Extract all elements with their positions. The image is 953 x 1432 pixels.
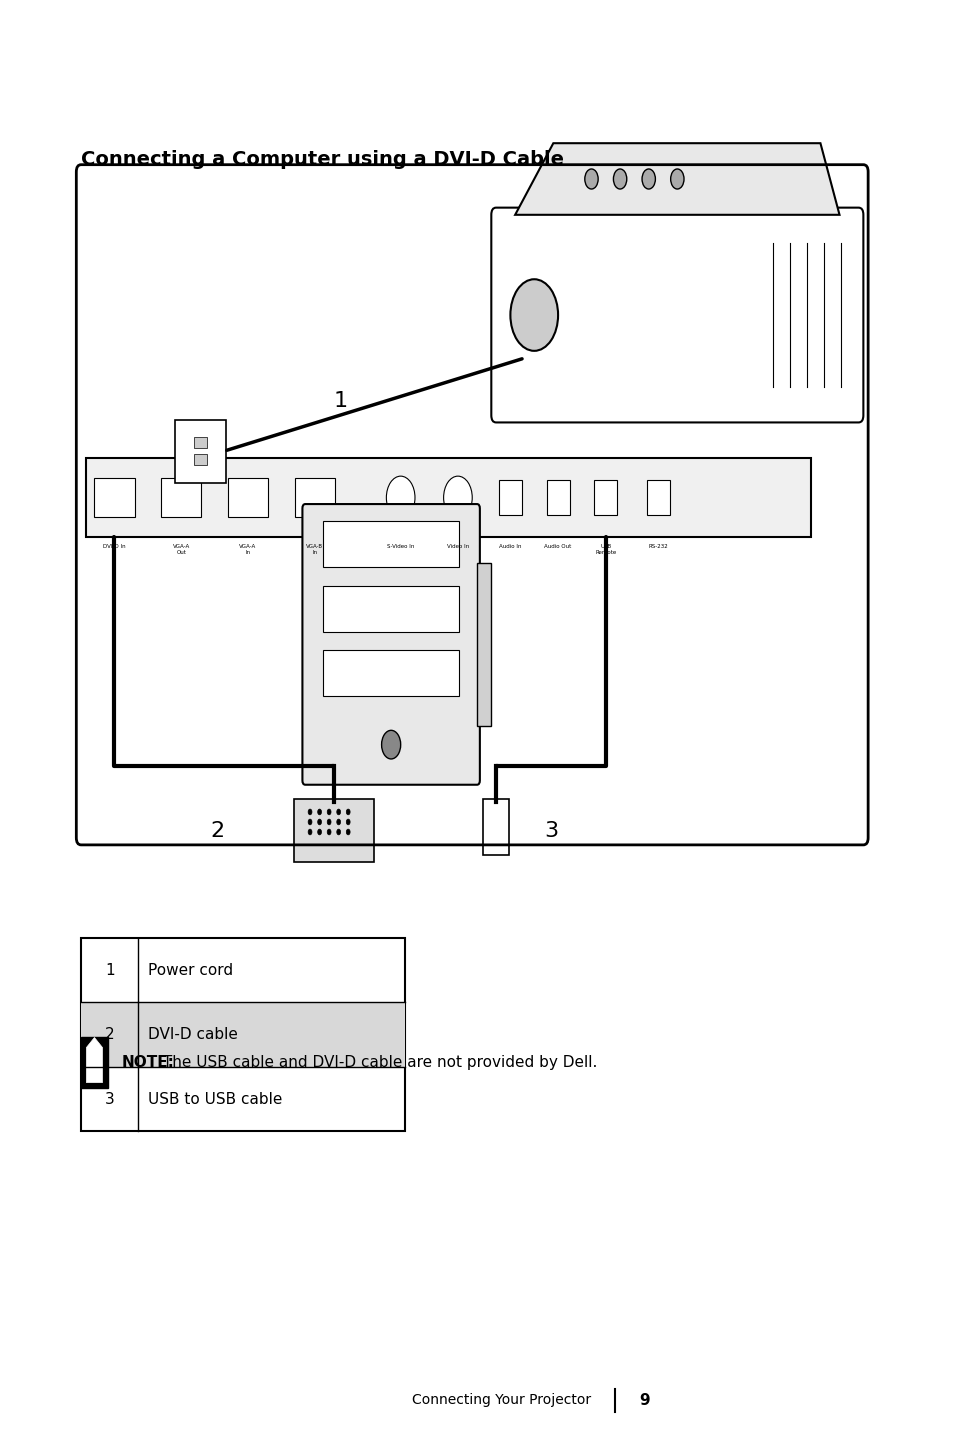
Text: DVI-D In: DVI-D In [103,544,126,548]
Circle shape [336,809,340,815]
Text: 9: 9 [639,1393,649,1408]
Text: NOTE:: NOTE: [122,1055,174,1070]
Circle shape [346,829,350,835]
FancyBboxPatch shape [323,650,458,696]
Circle shape [670,169,683,189]
FancyBboxPatch shape [491,208,862,422]
Circle shape [327,819,331,825]
Circle shape [336,829,340,835]
Circle shape [613,169,626,189]
FancyBboxPatch shape [193,454,207,465]
Circle shape [584,169,598,189]
Circle shape [381,730,400,759]
Text: RS-232: RS-232 [648,544,667,548]
FancyBboxPatch shape [302,504,479,785]
Text: VGA-A
In: VGA-A In [239,544,256,556]
FancyBboxPatch shape [476,563,491,726]
FancyBboxPatch shape [193,437,207,448]
Text: DVI-D cable: DVI-D cable [148,1027,237,1042]
Text: Power cord: Power cord [148,962,233,978]
Circle shape [317,829,321,835]
Text: 2: 2 [105,1027,114,1042]
Circle shape [336,819,340,825]
Circle shape [308,809,312,815]
Text: USB to USB cable: USB to USB cable [148,1091,282,1107]
Text: USB
Remote: USB Remote [595,544,616,556]
FancyBboxPatch shape [482,799,509,855]
Text: Connecting Your Projector: Connecting Your Projector [412,1393,591,1408]
FancyBboxPatch shape [174,420,226,483]
Circle shape [346,809,350,815]
FancyBboxPatch shape [498,481,521,516]
Circle shape [308,819,312,825]
FancyBboxPatch shape [94,478,134,517]
Circle shape [641,169,655,189]
Text: 1: 1 [334,391,348,411]
Text: 3: 3 [543,821,558,841]
Circle shape [317,819,321,825]
Polygon shape [515,143,839,215]
FancyBboxPatch shape [323,586,458,632]
FancyBboxPatch shape [86,458,810,537]
Text: VGA-A
Out: VGA-A Out [172,544,190,556]
Text: VGA-B
In: VGA-B In [306,544,323,556]
FancyBboxPatch shape [294,799,374,862]
Circle shape [443,477,472,520]
FancyBboxPatch shape [81,938,405,1131]
Text: Audio In: Audio In [498,544,521,548]
Text: Connecting a Computer using a DVI-D Cable: Connecting a Computer using a DVI-D Cabl… [81,150,563,169]
Text: The USB cable and DVI-D cable are not provided by Dell.: The USB cable and DVI-D cable are not pr… [158,1055,597,1070]
Circle shape [308,829,312,835]
FancyBboxPatch shape [594,481,617,516]
FancyBboxPatch shape [323,521,458,567]
Text: 3: 3 [105,1091,114,1107]
FancyBboxPatch shape [228,478,268,517]
Circle shape [327,829,331,835]
FancyBboxPatch shape [161,478,201,517]
FancyBboxPatch shape [294,478,335,517]
Circle shape [317,809,321,815]
Text: 1: 1 [105,962,114,978]
Text: Video In: Video In [446,544,469,548]
Circle shape [327,809,331,815]
FancyBboxPatch shape [81,1037,108,1088]
FancyBboxPatch shape [81,1002,405,1067]
Circle shape [510,279,558,351]
Polygon shape [87,1037,102,1083]
FancyBboxPatch shape [546,481,569,516]
FancyBboxPatch shape [646,481,669,516]
Text: 2: 2 [210,821,224,841]
Circle shape [346,819,350,825]
Text: Audio Out: Audio Out [544,544,571,548]
Text: S-Video In: S-Video In [387,544,414,548]
Circle shape [386,477,415,520]
